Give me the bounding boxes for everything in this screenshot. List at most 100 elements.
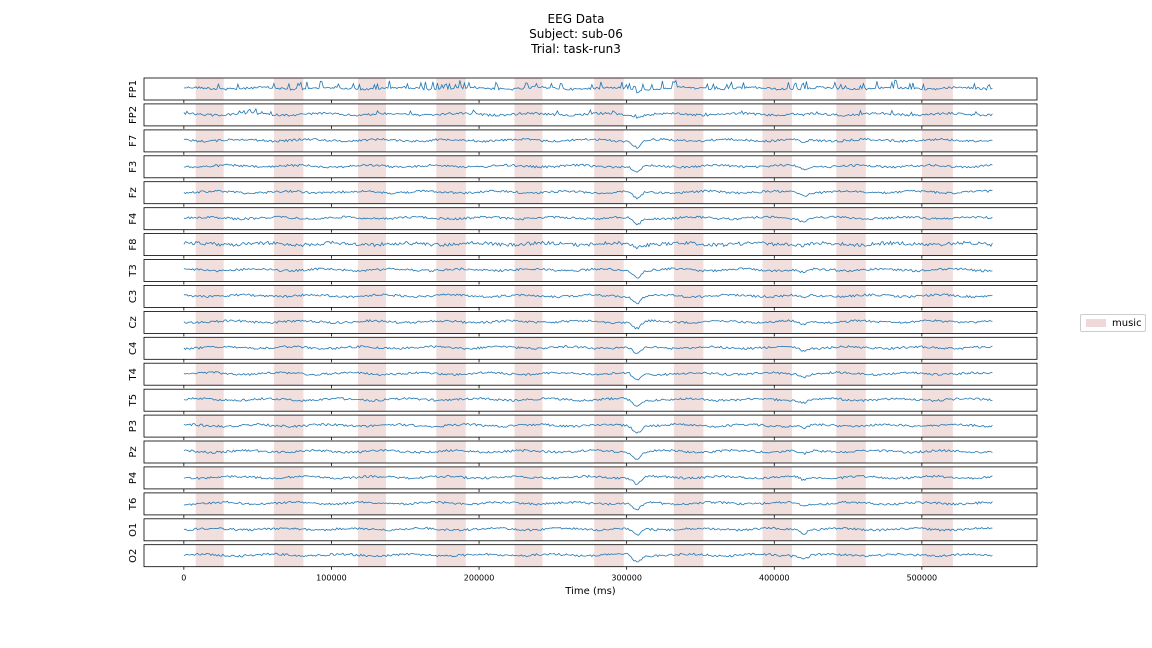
panel-frame-Cz — [143, 310, 1038, 334]
music-interval-F7-8 — [762, 129, 792, 152]
music-interval-C3-8 — [762, 285, 792, 308]
channel-label-FP2: FP2 — [128, 106, 139, 124]
channel-label-T5: T5 — [128, 394, 139, 407]
music-interval-Pz-5 — [514, 441, 543, 463]
music-interval-Fz-4 — [436, 181, 466, 204]
music-interval-C3-5 — [514, 285, 543, 308]
channel-label-T3: T3 — [128, 264, 139, 277]
music-interval-O1-3 — [358, 518, 386, 541]
panel-frame-T3 — [143, 259, 1038, 282]
music-interval-F8-5 — [514, 233, 543, 256]
channel-label-F3: F3 — [128, 161, 139, 173]
music-interval-Cz-8 — [762, 311, 792, 334]
music-interval-T4-2 — [273, 363, 304, 386]
music-interval-T6-4 — [436, 492, 466, 515]
music-interval-F4-5 — [514, 207, 543, 230]
x-tick-label-0: 0 — [181, 574, 186, 583]
music-interval-C4-5 — [514, 337, 543, 360]
eeg-trace-F7 — [183, 137, 993, 149]
music-interval-O1-9 — [836, 518, 866, 541]
title-line-1: EEG Data — [547, 12, 605, 26]
music-interval-O2-1 — [195, 544, 224, 567]
music-interval-O2-9 — [836, 544, 866, 567]
panel-frame-F8 — [143, 233, 1038, 257]
eeg-trace-C3 — [183, 293, 993, 305]
channel-label-Pz: Pz — [128, 446, 139, 457]
eeg-trace-P3 — [183, 422, 993, 434]
music-interval-T5-2 — [273, 389, 304, 412]
music-interval-C4-3 — [358, 337, 386, 360]
panel-frame-T5 — [143, 388, 1038, 412]
eeg-trace-F4 — [183, 215, 993, 226]
music-interval-T3-5 — [514, 259, 543, 282]
music-interval-F3-9 — [836, 155, 866, 178]
music-interval-F8-6 — [594, 233, 624, 256]
panel-frame-Pz — [143, 440, 1038, 464]
eeg-trace-O2 — [183, 552, 993, 563]
channel-label-P3: P3 — [128, 420, 139, 432]
eeg-trace-Fz — [183, 189, 993, 200]
x-tick-label-1: 100000 — [316, 574, 347, 583]
music-interval-F7-5 — [514, 129, 543, 152]
channel-label-F4: F4 — [128, 213, 139, 225]
channel-label-F7: F7 — [128, 135, 139, 147]
legend-swatch-music — [1086, 319, 1106, 327]
x-tick-label-5: 500000 — [907, 574, 938, 583]
music-interval-F7-2 — [273, 129, 304, 152]
music-interval-P4-8 — [762, 466, 792, 489]
music-interval-T4-1 — [195, 363, 224, 386]
music-interval-Pz-3 — [358, 441, 386, 463]
music-interval-FP1-6 — [594, 78, 624, 100]
music-interval-P3-7 — [673, 415, 704, 438]
eeg-trace-F8 — [183, 240, 993, 250]
music-interval-T3-9 — [836, 259, 866, 282]
music-interval-P4-4 — [436, 466, 466, 489]
channel-label-T6: T6 — [128, 498, 139, 511]
legend: music — [1080, 314, 1146, 332]
music-interval-O1-8 — [762, 518, 792, 541]
music-interval-C4-8 — [762, 337, 792, 360]
x-tick-label-2: 200000 — [464, 574, 495, 583]
channel-label-C3: C3 — [128, 290, 139, 303]
music-interval-Fz-2 — [273, 181, 304, 204]
panel-frame-C4 — [143, 336, 1038, 360]
music-interval-FP1-1 — [195, 78, 224, 100]
music-interval-F3-2 — [273, 155, 304, 178]
music-interval-F4-7 — [673, 207, 704, 230]
music-interval-FP1-2 — [273, 78, 304, 100]
music-interval-Fz-1 — [195, 181, 224, 204]
music-interval-P4-9 — [836, 466, 866, 489]
music-interval-T4-8 — [762, 363, 792, 386]
panel-frame-P3 — [143, 414, 1038, 438]
music-interval-T4-5 — [514, 363, 543, 386]
eeg-trace-FP1 — [183, 79, 993, 94]
music-interval-T3-7 — [673, 259, 704, 282]
music-interval-C3-3 — [358, 285, 386, 308]
music-interval-T5-7 — [673, 389, 704, 412]
music-interval-O2-10 — [921, 544, 953, 567]
music-interval-F7-4 — [436, 129, 466, 152]
music-interval-T5-1 — [195, 389, 224, 412]
eeg-trace-O1 — [183, 526, 993, 536]
music-interval-T3-10 — [921, 259, 953, 282]
music-interval-Fz-7 — [673, 181, 704, 204]
music-interval-Cz-5 — [514, 311, 543, 334]
eeg-trace-T4 — [183, 371, 993, 381]
channel-label-O1: O1 — [128, 523, 139, 537]
music-interval-T3-6 — [594, 259, 624, 282]
music-interval-FP2-9 — [836, 103, 866, 126]
channel-label-C4: C4 — [128, 342, 139, 355]
music-interval-T4-7 — [673, 363, 704, 386]
eeg-trace-T3 — [183, 267, 993, 279]
music-interval-P4-3 — [358, 466, 386, 489]
music-interval-FP1-9 — [836, 78, 866, 100]
panel-frame-F4 — [143, 207, 1038, 231]
eeg-trace-T5 — [183, 397, 993, 407]
panel-frame-O1 — [143, 518, 1038, 542]
channel-label-Fz: Fz — [128, 187, 139, 198]
music-interval-T4-9 — [836, 363, 866, 386]
music-interval-T6-2 — [273, 492, 304, 515]
music-interval-C4-2 — [273, 337, 304, 360]
music-interval-F7-6 — [594, 129, 624, 152]
